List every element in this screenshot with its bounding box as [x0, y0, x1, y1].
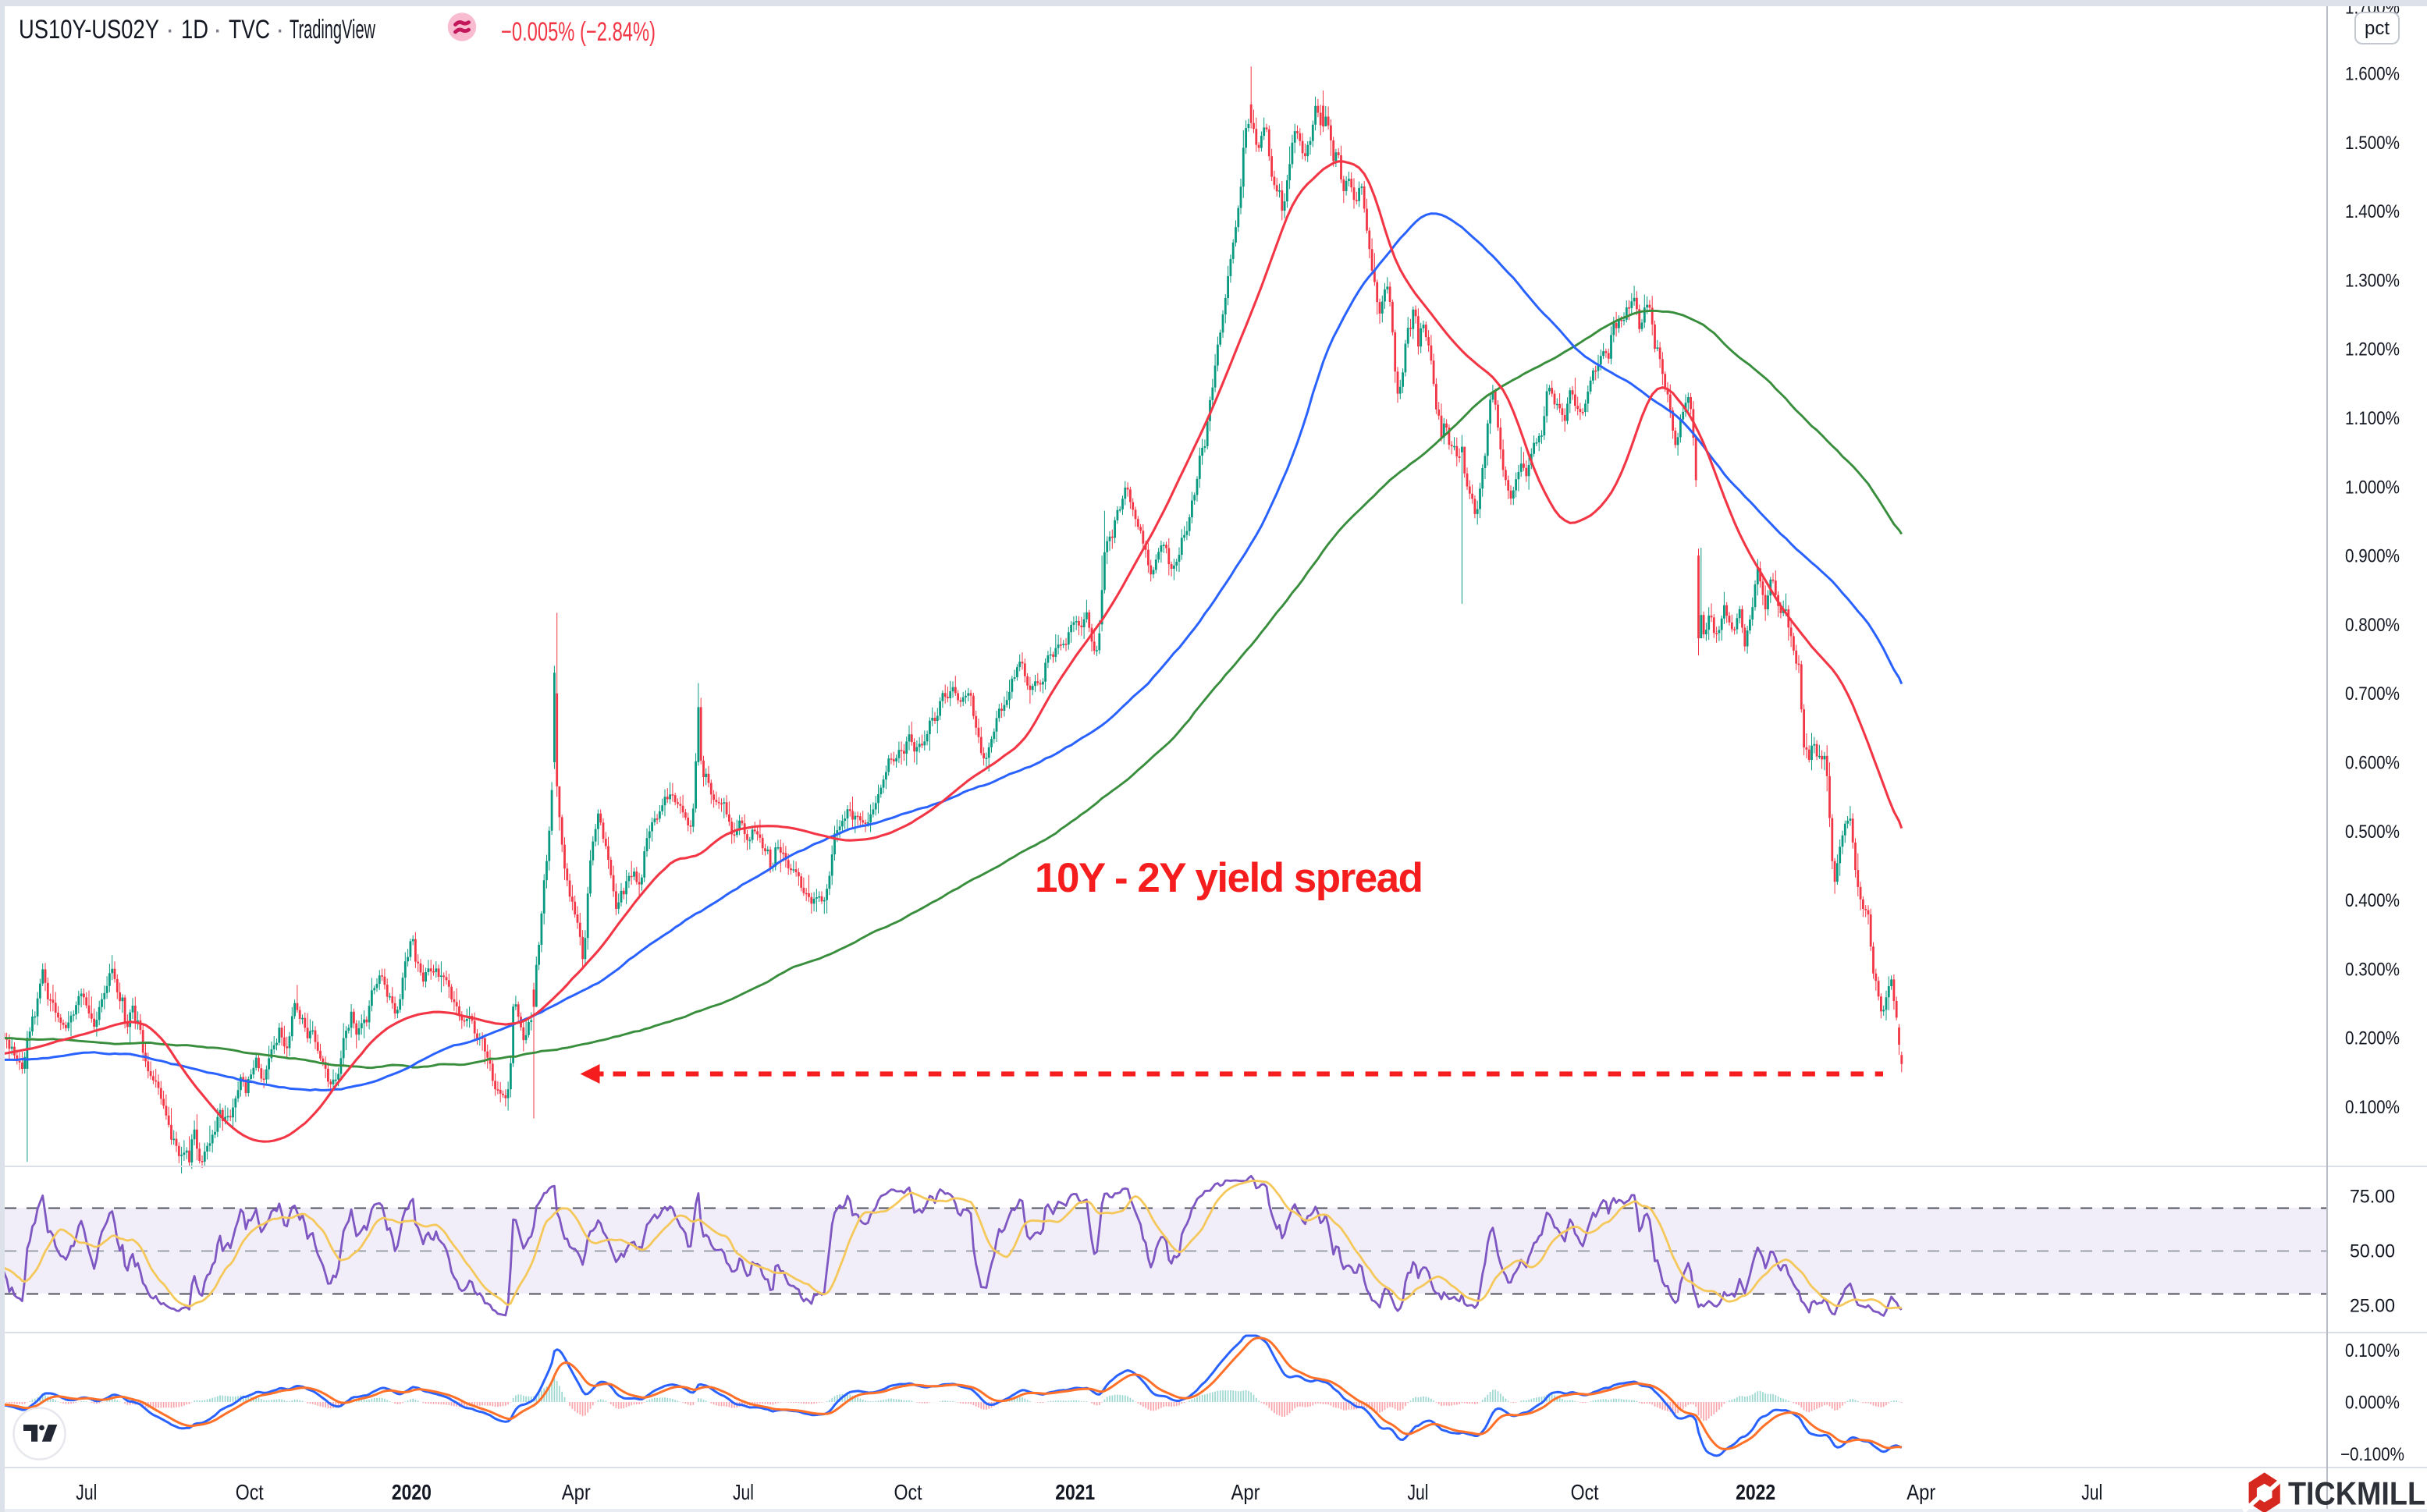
- svg-text:−0.005% (−2.84%): −0.005% (−2.84%): [501, 17, 656, 47]
- svg-text:Apr: Apr: [1231, 1480, 1260, 1504]
- svg-text:TVC: TVC: [229, 15, 270, 44]
- svg-text:2021: 2021: [1055, 1480, 1095, 1504]
- svg-text:1.400%: 1.400%: [2345, 201, 2400, 222]
- svg-text:0.100%: 0.100%: [2345, 1097, 2400, 1118]
- svg-text:75.00: 75.00: [2350, 1187, 2395, 1208]
- svg-text:50.00: 50.00: [2350, 1241, 2395, 1262]
- svg-text:Jul: Jul: [2081, 1480, 2102, 1504]
- svg-text:Oct: Oct: [1571, 1480, 1599, 1504]
- svg-text:1.500%: 1.500%: [2345, 133, 2400, 154]
- svg-text:10Y - 2Y yield spread: 10Y - 2Y yield spread: [1035, 855, 1423, 901]
- svg-text:1.300%: 1.300%: [2345, 270, 2400, 291]
- svg-text:pct: pct: [2365, 18, 2390, 39]
- svg-text:0.100%: 0.100%: [2345, 1340, 2400, 1361]
- svg-text:Jul: Jul: [733, 1480, 754, 1504]
- svg-text:US10Y-US02Y: US10Y-US02Y: [19, 15, 159, 44]
- svg-text:1.200%: 1.200%: [2345, 339, 2400, 360]
- svg-text:0.400%: 0.400%: [2345, 890, 2400, 911]
- svg-text:0.900%: 0.900%: [2345, 546, 2400, 567]
- svg-text:Apr: Apr: [1906, 1480, 1935, 1504]
- svg-text:Apr: Apr: [562, 1480, 591, 1504]
- svg-text:Oct: Oct: [236, 1480, 264, 1504]
- svg-text:2020: 2020: [392, 1480, 432, 1504]
- svg-text:1.000%: 1.000%: [2345, 477, 2400, 498]
- svg-text:0.800%: 0.800%: [2345, 615, 2400, 636]
- svg-text:TICKMILL: TICKMILL: [2288, 1475, 2425, 1512]
- svg-text:·: ·: [213, 15, 222, 44]
- svg-text:1.100%: 1.100%: [2345, 408, 2400, 429]
- svg-text:Jul: Jul: [1408, 1480, 1429, 1504]
- svg-text:0.700%: 0.700%: [2345, 683, 2400, 705]
- svg-text:Jul: Jul: [76, 1480, 97, 1504]
- svg-text:Oct: Oct: [894, 1480, 922, 1504]
- svg-text:1.600%: 1.600%: [2345, 64, 2400, 85]
- svg-text:25.00: 25.00: [2350, 1296, 2395, 1317]
- svg-text:·: ·: [275, 15, 284, 44]
- svg-text:·: ·: [165, 15, 174, 44]
- svg-text:1D: 1D: [181, 15, 208, 44]
- svg-text:−0.100%: −0.100%: [2340, 1444, 2404, 1465]
- svg-text:0.500%: 0.500%: [2345, 822, 2400, 843]
- svg-text:0.300%: 0.300%: [2345, 959, 2400, 980]
- svg-text:0.000%: 0.000%: [2345, 1393, 2400, 1414]
- svg-text:TradingView: TradingView: [290, 15, 375, 44]
- svg-text:0.600%: 0.600%: [2345, 753, 2400, 774]
- svg-text:2022: 2022: [1736, 1480, 1775, 1504]
- svg-text:0.200%: 0.200%: [2345, 1028, 2400, 1049]
